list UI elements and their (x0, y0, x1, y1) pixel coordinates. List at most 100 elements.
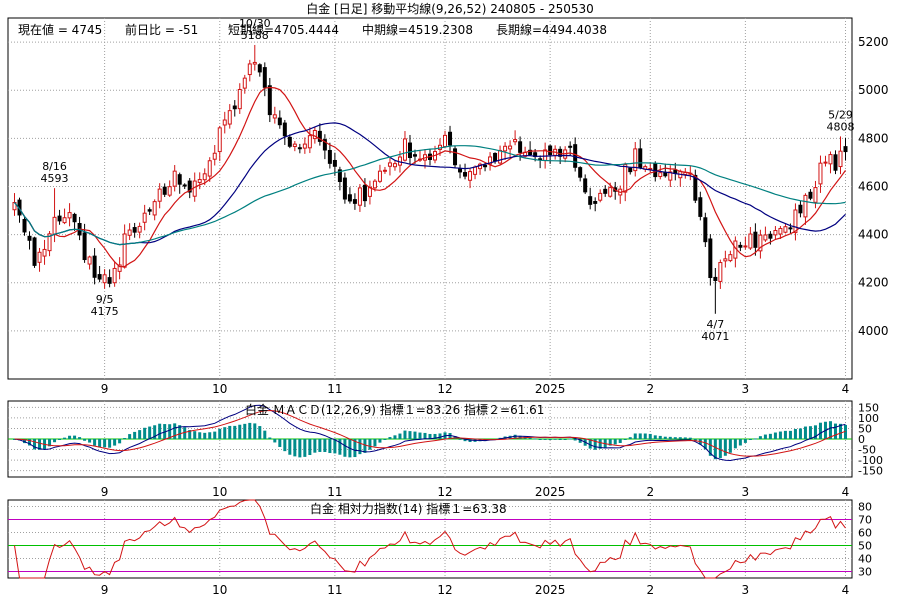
macd-histogram-bar (213, 431, 217, 439)
macd-histogram-bar (228, 425, 232, 439)
candle-body (443, 134, 448, 148)
candle-body (212, 152, 217, 160)
macd-histogram-bar (588, 439, 592, 449)
macd-histogram-bar (103, 439, 107, 448)
candle-body (453, 148, 458, 166)
candle-body (448, 131, 453, 146)
candle-body (92, 255, 97, 278)
macd-histogram-bar (833, 423, 837, 439)
candle-body (833, 154, 838, 171)
macd-histogram-bar (383, 439, 387, 440)
macd-histogram-bar (128, 434, 132, 439)
macd-histogram-bar (253, 423, 257, 439)
candle-body (803, 194, 808, 218)
macd-histogram-bar (843, 424, 847, 439)
macd-histogram-bar (308, 439, 312, 455)
candle-body (237, 88, 242, 110)
macd-histogram-bar (768, 433, 772, 439)
macd-histogram-bar (358, 439, 362, 455)
x-tick-label: 4 (842, 382, 850, 396)
macd-histogram-bar (728, 439, 732, 453)
x-tick-label: 3 (742, 485, 750, 499)
x-tick-label: 11 (327, 382, 342, 396)
x-tick-label: 3 (742, 382, 750, 396)
macd-histogram-bar (378, 439, 382, 443)
macd-histogram-bar (463, 439, 467, 442)
candle-body (763, 234, 768, 241)
candle-body (257, 64, 262, 73)
macd-histogram-bar (543, 438, 547, 440)
candle-body (483, 164, 488, 168)
y-tick-label: 4600 (858, 179, 889, 193)
macd-histogram-bar (178, 425, 182, 439)
rsi-tick-label: 80 (858, 501, 872, 514)
candle-body (37, 251, 42, 263)
x-tick-label: 3 (742, 583, 750, 597)
candle-body (87, 256, 92, 265)
ma-long-line (14, 145, 846, 246)
macd-histogram-bar (93, 439, 97, 446)
annotation-value: 4808 (826, 120, 854, 133)
candle-body (217, 127, 222, 153)
x-tick-label: 9 (101, 485, 109, 499)
info-change: 前日比 = -51 (125, 22, 198, 37)
macd-histogram-bar (558, 439, 562, 440)
candle-body (222, 119, 227, 126)
candle-body (828, 154, 833, 165)
x-tick-label: 2 (646, 583, 654, 597)
macd-histogram-bar (283, 439, 287, 452)
info-long: 長期線=4494.4038 (496, 22, 607, 37)
candle-body (718, 262, 723, 282)
rsi-line (14, 499, 846, 579)
candle-body (102, 274, 107, 284)
candle-body (362, 184, 367, 202)
macd-histogram-bar (53, 439, 57, 443)
candle-body (588, 196, 593, 205)
rsi-tick-label: 50 (858, 540, 872, 553)
macd-histogram-bar (363, 439, 367, 453)
candle-body (513, 139, 518, 143)
candle-body (458, 168, 463, 173)
y-tick-label: 4800 (858, 131, 889, 145)
candle-body (703, 217, 708, 243)
candle-body (142, 212, 147, 223)
x-tick-label: 2 (646, 485, 654, 499)
macd-histogram-bar (758, 436, 762, 439)
y-tick-label: 5200 (858, 35, 889, 49)
candle-body (387, 162, 392, 167)
macd-histogram-bar (593, 439, 597, 450)
macd-histogram-bar (578, 439, 582, 443)
macd-title: 白金 ＭＡＣＤ(12,26,9) 指標１=83.26 指標２=61.61 (245, 402, 544, 417)
macd-histogram-bar (133, 431, 137, 439)
chart-title: 白金 [日足] 移動平均線(9,26,52) 240805 - 250530 (306, 1, 594, 16)
candle-body (693, 174, 698, 201)
macd-histogram-bar (458, 438, 462, 440)
candle-body (107, 277, 112, 284)
candle-body (382, 169, 387, 172)
rsi-tick-label: 40 (858, 553, 872, 566)
macd-histogram-bar (818, 422, 822, 439)
macd-histogram-bar (773, 432, 777, 439)
candle-body (748, 233, 753, 249)
macd-tick-label: 150 (858, 401, 879, 414)
macd-histogram-bar (293, 439, 297, 457)
candle-body (337, 169, 342, 182)
candle-body (813, 187, 818, 203)
macd-histogram-bar (203, 432, 207, 439)
macd-histogram-bar (273, 439, 277, 443)
rsi-title: 白金 相対力指数(14) 指標１=63.38 (310, 501, 507, 516)
macd-histogram-bar (388, 437, 392, 439)
macd-histogram-bar (808, 426, 812, 439)
macd-histogram-bar (233, 425, 237, 439)
candle-body (377, 170, 382, 182)
candle-body (838, 150, 843, 168)
macd-histogram-bar (38, 439, 42, 450)
macd-histogram-bar (763, 434, 767, 439)
macd-histogram-bar (548, 439, 552, 440)
candle-body (32, 237, 37, 266)
candle-body (62, 217, 67, 224)
macd-histogram-bar (238, 424, 242, 439)
macd-line (14, 404, 846, 462)
